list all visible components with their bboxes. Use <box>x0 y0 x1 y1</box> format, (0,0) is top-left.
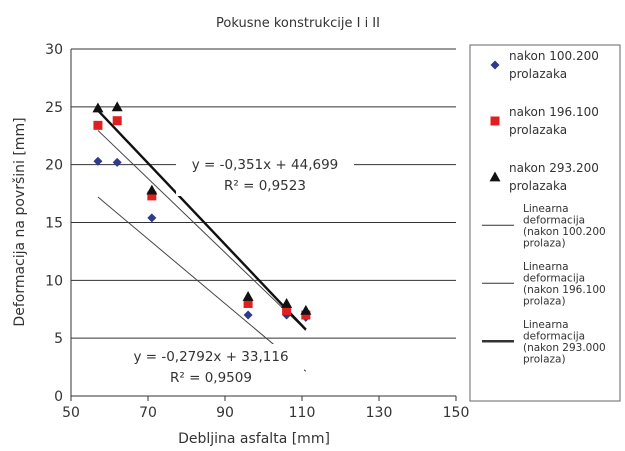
y-tick-label: 0 <box>54 389 63 405</box>
legend-symbol-triangle <box>489 171 501 182</box>
legend-label: nakon 293.200 <box>509 161 599 175</box>
legend-label: prolaza) <box>523 296 566 308</box>
y-tick-label: 10 <box>45 273 63 289</box>
y-axis-label: Deformacija na površini [mm] <box>12 117 28 326</box>
x-tick-label: 50 <box>62 405 80 421</box>
data-markers <box>92 101 312 322</box>
data-point-square <box>282 305 292 315</box>
legend-label: prolaza) <box>523 354 566 366</box>
legend-symbol-diamond <box>490 60 500 70</box>
y-tick-label: 25 <box>45 100 63 116</box>
legend-label: (nakon 196.100 <box>523 284 606 296</box>
data-point-square <box>147 191 157 201</box>
data-point-square <box>93 120 103 130</box>
legend-label: deformacija <box>523 331 585 343</box>
legend-label: Linearna <box>523 261 569 273</box>
data-point-triangle <box>92 102 104 113</box>
data-point-triangle <box>146 184 158 195</box>
y-tick-label: 20 <box>45 158 63 174</box>
chart-title: Pokusne konstrukcije I i II <box>216 16 380 31</box>
data-point-square <box>243 298 253 308</box>
y-tick-label: 30 <box>45 42 63 58</box>
legend-label: deformacija <box>523 215 585 227</box>
annotation-r-squared: R² = 0,9523 <box>224 178 306 194</box>
legend-label: (nakon 100.200 <box>523 226 606 238</box>
equation-annotations: y = -0,351x + 44,699 R² = 0,9523 y = -0,27… <box>122 152 354 386</box>
trend-line <box>97 130 307 331</box>
data-point-diamond <box>112 157 122 167</box>
legend-label: deformacija <box>523 273 585 285</box>
x-tick-label: 70 <box>139 405 157 421</box>
legend-label: nakon 196.100 <box>509 105 599 119</box>
legend: nakon 100.200 prolazaka nakon 196.100 prola… <box>469 44 621 402</box>
legend-label: Linearna <box>523 203 569 215</box>
y-tick-labels: 0 5 10 15 20 25 30 <box>45 42 63 405</box>
legend-label: prolazaka <box>509 179 567 193</box>
annotation-equation: y = -0,351x + 44,699 <box>192 157 339 173</box>
trend-line <box>97 109 307 331</box>
data-point-triangle <box>281 297 293 308</box>
x-tick-label: 130 <box>366 405 393 421</box>
x-tick-labels: 50 70 90 110 130 150 <box>62 405 469 421</box>
legend-label: prolazaka <box>509 67 567 81</box>
data-point-diamond <box>147 213 157 223</box>
x-axis-label: Debljina asfalta [mm] <box>178 431 330 447</box>
data-point-diamond <box>243 310 253 320</box>
legend-symbol-square <box>490 116 500 126</box>
data-point-square <box>112 116 122 126</box>
data-point-diamond <box>93 156 103 166</box>
trend-lines <box>97 109 307 372</box>
legend-label: nakon 100.200 <box>509 49 599 63</box>
data-point-triangle <box>242 291 254 301</box>
annotation-background <box>176 152 354 196</box>
legend-label: prolaza) <box>523 238 566 250</box>
annotation-equation: y = -0,2792x + 33,116 <box>133 349 288 365</box>
x-tick-label: 150 <box>443 405 470 421</box>
trend-line <box>97 196 307 372</box>
x-tick-label: 110 <box>289 405 316 421</box>
axes <box>70 49 457 401</box>
x-tick-label: 90 <box>216 405 234 421</box>
legend-label: Linearna <box>523 319 569 331</box>
legend-label: (nakon 293.000 <box>523 342 606 354</box>
data-point-triangle <box>300 304 312 315</box>
legend-label: prolazaka <box>509 123 567 137</box>
annotation-background <box>122 344 304 386</box>
annotation-r-squared: R² = 0,9509 <box>170 370 252 386</box>
data-point-square <box>301 310 311 320</box>
y-tick-label: 5 <box>54 331 63 347</box>
grid-lines <box>71 48 456 339</box>
y-tick-label: 15 <box>45 216 63 232</box>
data-point-triangle <box>111 101 123 112</box>
